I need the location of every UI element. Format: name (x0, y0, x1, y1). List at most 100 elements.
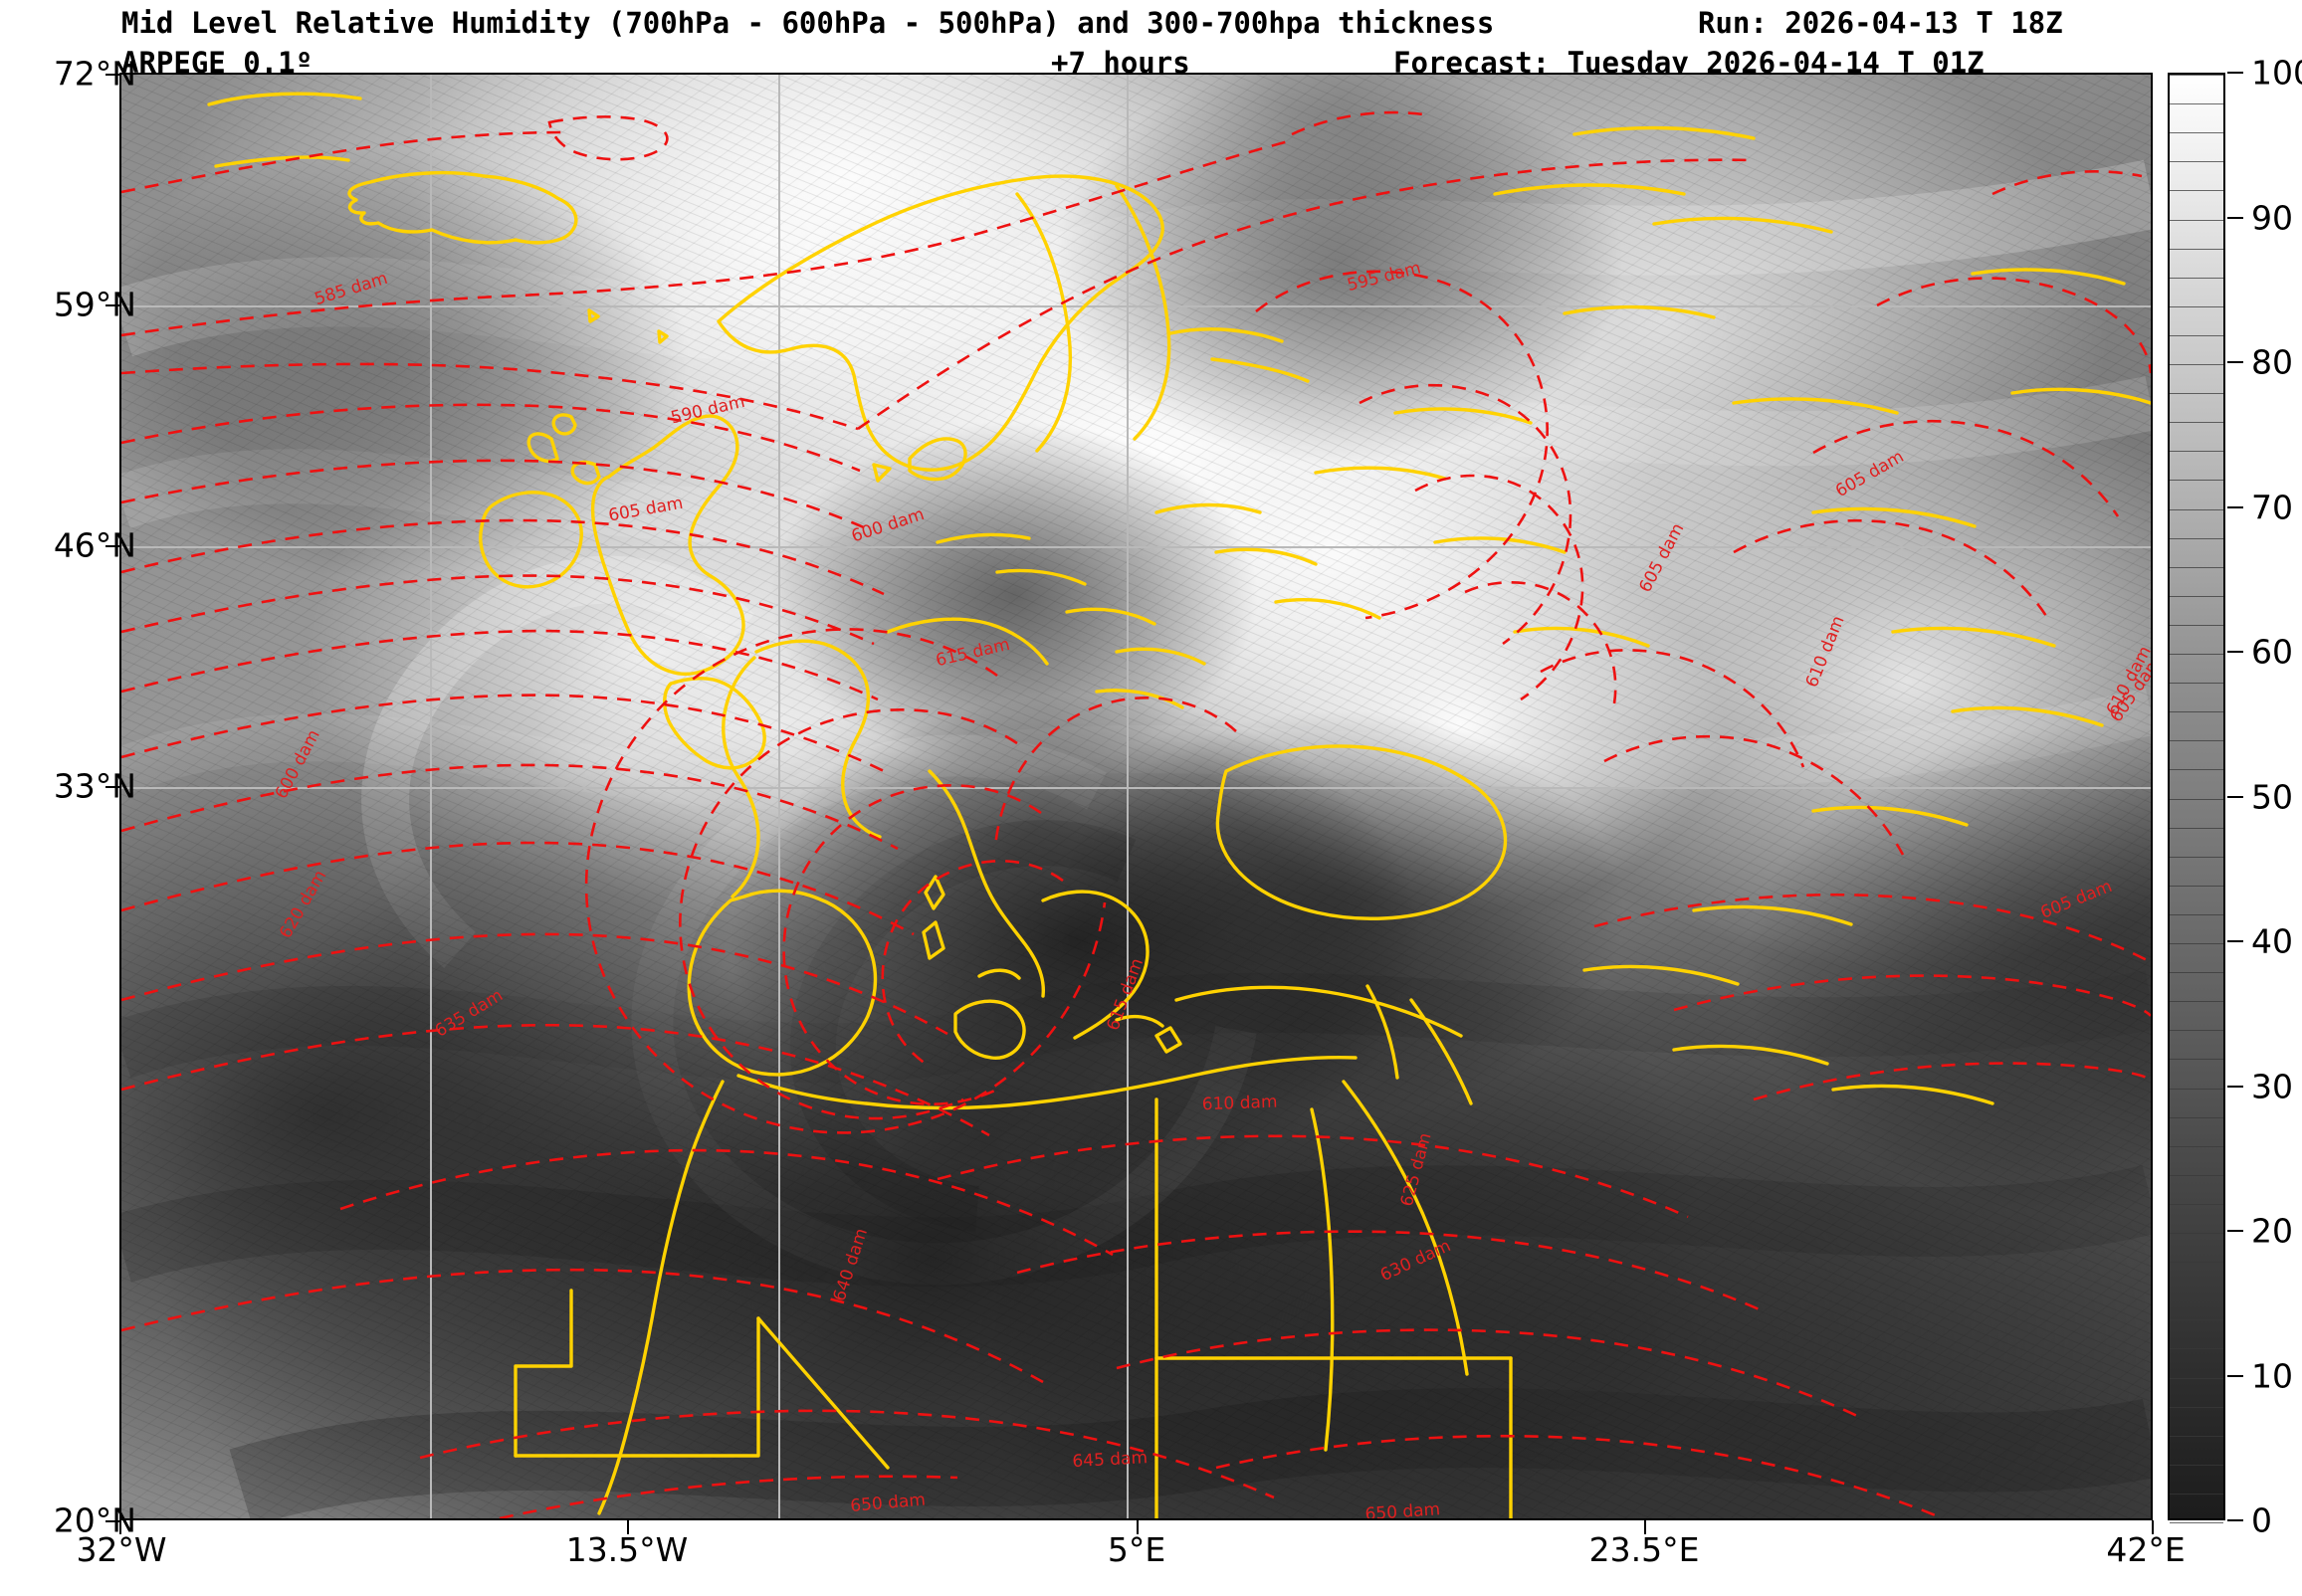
xtick-23.5e (1644, 1520, 1646, 1534)
colorbar-minor-tick (2170, 277, 2223, 279)
contour-label: 585 dam (313, 269, 390, 309)
colorbar-tick-label: 90 (2251, 198, 2293, 237)
colorbar-tick-label: 80 (2251, 342, 2293, 382)
colorbar-minor-tick (2170, 1116, 2223, 1118)
ylabel-72n: 72°N (53, 54, 136, 94)
colorbar-minor-tick (2170, 856, 2223, 858)
humidity-colorbar (2168, 73, 2225, 1523)
colorbar-minor-tick (2170, 1319, 2223, 1321)
ytick-59n (105, 304, 119, 306)
colorbar-tick (2227, 1374, 2243, 1377)
xtick-5e (1137, 1520, 1139, 1534)
colorbar-tick-label: 50 (2251, 777, 2293, 816)
colorbar-tick-label: 10 (2251, 1356, 2293, 1395)
thickness-contours-overlay: 585 dam 590 dam 595 dam 605 dam 600 dam 605 d… (121, 110, 2151, 1518)
colorbar-tick-label: 30 (2251, 1067, 2293, 1105)
colorbar-minor-tick (2170, 305, 2223, 307)
colorbar-minor-tick (2170, 1464, 2223, 1466)
colorbar-tick (2227, 1230, 2243, 1232)
colorbar-minor-tick (2170, 595, 2223, 597)
colorbar-minor-tick (2170, 190, 2223, 192)
contour-label: 600 dam (849, 504, 927, 546)
colorbar-minor-tick (2170, 422, 2223, 424)
colorbar-minor-tick (2170, 480, 2223, 482)
graticule-lon-23.5e (1127, 75, 1129, 1518)
contour-label: 610 dam (1202, 1093, 1278, 1115)
colorbar-tick (2227, 795, 2243, 798)
colorbar-minor-tick (2170, 943, 2223, 944)
xtick-13.5w (627, 1520, 629, 1534)
ylabel-20n: 20°N (53, 1500, 136, 1540)
contour-label: 615 dam (934, 635, 1011, 671)
relative-humidity-field (121, 75, 2151, 1518)
ytick-20n (105, 1520, 119, 1522)
xlabel-23.5e: 23.5°E (1588, 1530, 1700, 1569)
colorbar-minor-tick (2170, 1348, 2223, 1350)
contour-label: 605 dam (1635, 520, 1688, 596)
colorbar-minor-tick (2170, 827, 2223, 829)
contour-label: 605 dam (1832, 447, 1907, 501)
xlabel-5e: 5°E (1107, 1530, 1166, 1569)
xlabel-42e: 42°E (2106, 1530, 2186, 1569)
colorbar-tick (2227, 1085, 2243, 1088)
colorbar-minor-tick (2170, 1522, 2223, 1523)
contour-label: 605 dam (607, 494, 685, 526)
colorbar-minor-tick (2170, 769, 2223, 771)
colorbar-tick-label: 60 (2251, 632, 2293, 672)
colorbar-tick (2227, 651, 2243, 653)
colorbar-minor-tick (2170, 972, 2223, 974)
colorbar-minor-tick (2170, 1262, 2223, 1264)
contour-label: 640 dam (830, 1226, 872, 1303)
graticule-lat-46 (121, 546, 2151, 548)
xlabel-13.5w: 13.5°W (565, 1530, 689, 1569)
model-run-label: Run: 2026-04-13 T 18Z (1698, 6, 2063, 40)
ytick-33n (105, 786, 119, 788)
xtick-32w (119, 1520, 121, 1534)
contour-label: 645 dam (1072, 1448, 1149, 1472)
colorbar-minor-tick (2170, 885, 2223, 887)
colorbar-minor-tick (2170, 537, 2223, 539)
colorbar-minor-tick (2170, 1406, 2223, 1408)
colorbar-minor-tick (2170, 1088, 2223, 1090)
graticule-lon-5e (778, 75, 780, 1518)
contour-label-group: 585 dam 590 dam 595 dam 605 dam 600 dam 605 d… (272, 258, 2151, 1518)
chart-title: Mid Level Relative Humidity (700hPa - 60… (121, 6, 1495, 40)
colorbar-tick (2227, 72, 2243, 74)
contour-label: 630 dam (1377, 1236, 1454, 1286)
coastlines-overlay (207, 92, 2151, 1518)
colorbar-minor-tick (2170, 1030, 2223, 1032)
colorbar-minor-tick (2170, 132, 2223, 134)
colorbar-minor-tick (2170, 1291, 2223, 1293)
colorbar-tick (2227, 940, 2243, 942)
colorbar-minor-tick (2170, 1059, 2223, 1061)
contour-label: 635 dam (432, 986, 507, 1042)
colorbar-minor-tick (2170, 1203, 2223, 1205)
colorbar-minor-tick (2170, 1435, 2223, 1437)
contour-label: 610 dam (1802, 613, 1849, 691)
ytick-72n (105, 74, 119, 76)
colorbar-minor-tick (2170, 624, 2223, 626)
ylabel-59n: 59°N (53, 285, 136, 324)
colorbar-minor-tick (2170, 683, 2223, 685)
graticule-lat-59 (121, 305, 2151, 307)
colorbar-minor-tick (2170, 364, 2223, 365)
colorbar-minor-tick (2170, 508, 2223, 510)
graticule-lat-33 (121, 787, 2151, 789)
colorbar-minor-tick (2170, 913, 2223, 915)
ytick-46n (105, 545, 119, 547)
ylabel-46n: 46°N (53, 525, 136, 565)
graticule-lon-13.5w (430, 75, 432, 1518)
contour-label: 625 dam (1397, 1130, 1436, 1208)
colorbar-tick-label: 70 (2251, 488, 2293, 526)
contour-label: 595 dam (1346, 258, 1423, 296)
colorbar-tick-label: 20 (2251, 1211, 2293, 1251)
colorbar-tick-label: 0 (2251, 1500, 2272, 1540)
colorbar-tick (2227, 216, 2243, 219)
map-plot-area: 585 dam 590 dam 595 dam 605 dam 600 dam 605 d… (119, 73, 2153, 1520)
colorbar-minor-tick (2170, 103, 2223, 105)
contour-label: 620 dam (276, 867, 330, 941)
colorbar-minor-tick (2170, 1145, 2223, 1147)
colorbar-minor-tick (2170, 566, 2223, 568)
contour-label: 650 dam (1364, 1499, 1441, 1518)
colorbar-minor-tick (2170, 798, 2223, 800)
